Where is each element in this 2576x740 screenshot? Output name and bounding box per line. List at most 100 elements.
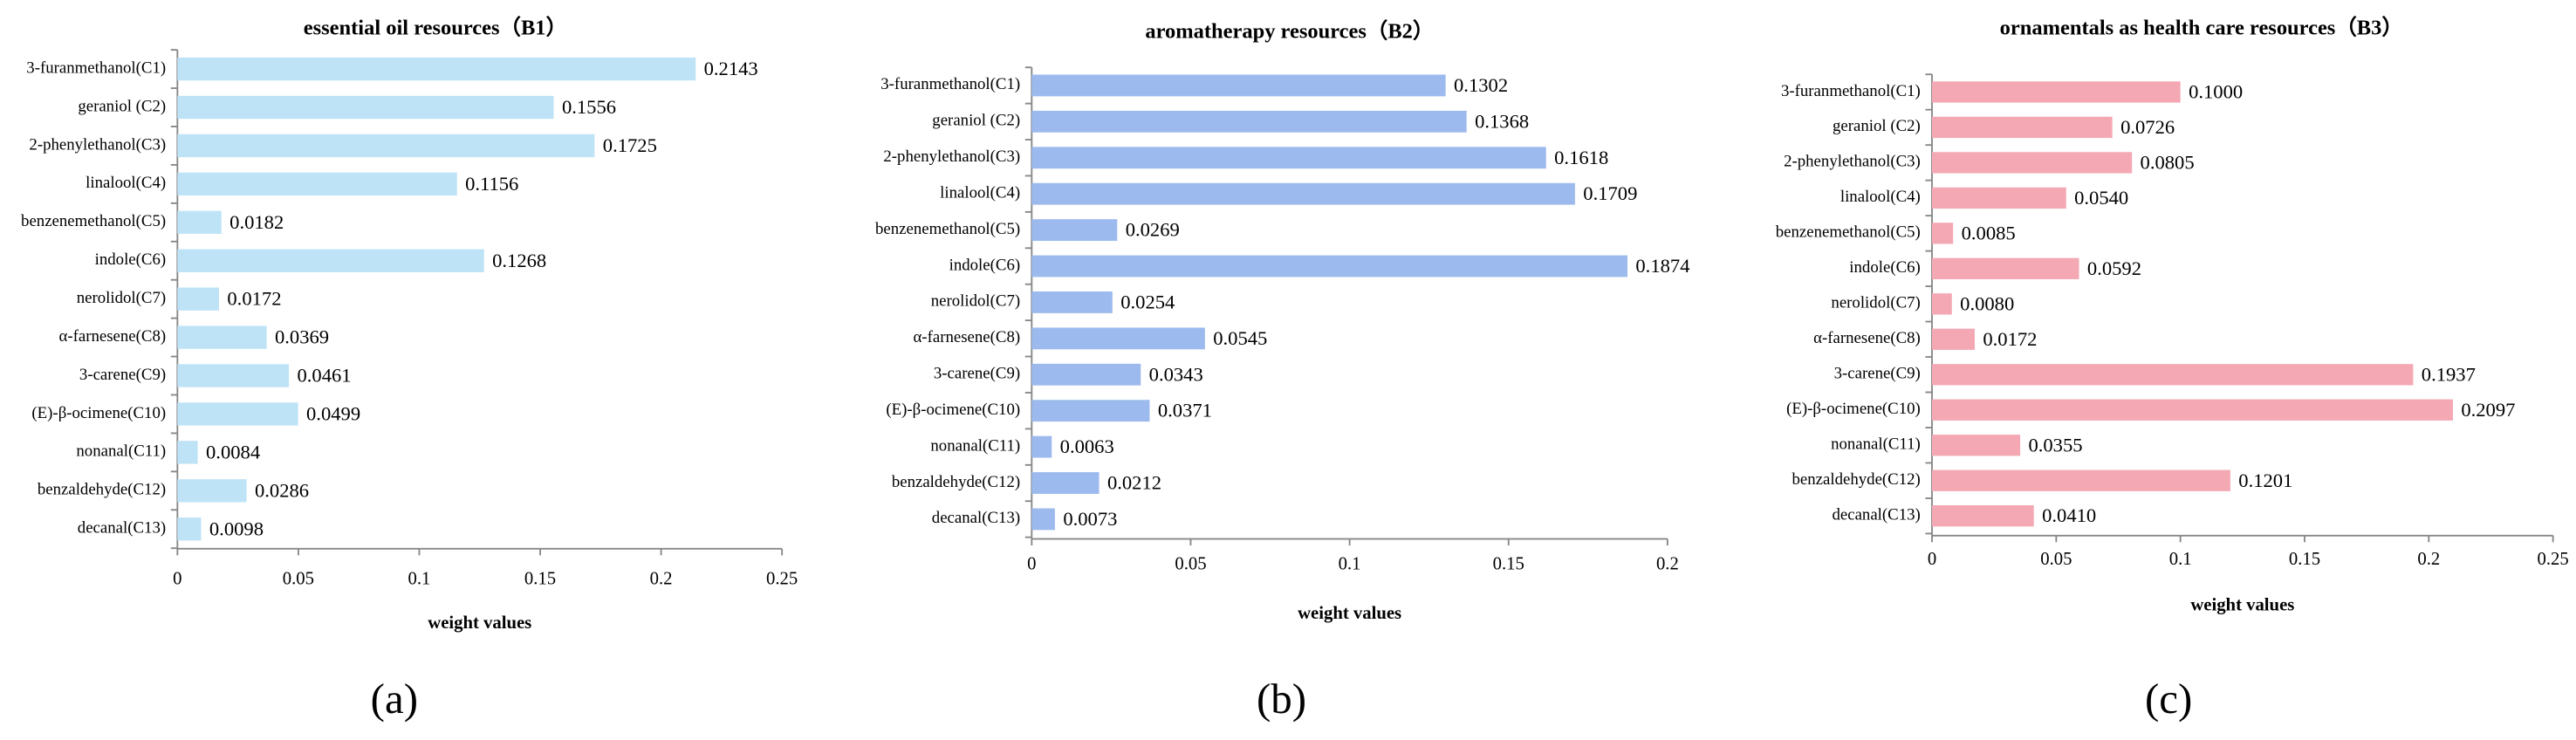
value-label: 0.2097 [2461,399,2515,421]
x-tick-label: 0.05 [283,569,314,588]
y-tick-label: geraniol (C2) [932,112,1020,130]
y-tick-label: 2-phenylethanol(C3) [29,135,166,154]
y-tick-label: geraniol (C2) [78,97,166,115]
y-tick-label: decanal(C13) [932,509,1020,527]
y-tick-label: benzaldehyde(C12) [38,481,166,499]
bar [177,287,219,311]
value-label: 0.0182 [230,211,284,233]
bar [1031,508,1055,531]
bar [1932,116,2113,139]
value-label: 0.0085 [1962,222,2016,243]
y-tick-label: nonanal(C11) [76,442,166,461]
y-tick-label: α-farnesene(C8) [1813,329,1921,347]
bar [1932,223,1954,244]
bar [1031,182,1575,205]
x-tick-label: 0.15 [524,569,556,588]
x-tick-label: 0.15 [1493,554,1524,573]
value-label: 0.0084 [206,441,260,462]
y-tick-label: nerolidol(C7) [931,292,1020,311]
value-label: 0.1156 [465,173,518,195]
x-tick-label: 0.05 [1175,554,1206,573]
y-tick-label: α-farnesene(C8) [58,327,166,346]
bar [1031,74,1446,97]
y-tick-label: nonanal(C11) [1831,435,1921,454]
y-tick-label: decanal(C13) [78,519,166,538]
value-label: 0.0726 [2120,116,2175,138]
value-label: 0.0212 [1107,472,1161,494]
value-label: 0.0499 [306,403,360,425]
x-axis-label: weight values [1298,604,1401,623]
y-tick-label: indole(C6) [1849,258,1921,277]
bar [1932,187,2066,209]
y-tick-label: linalool(C4) [1840,188,1921,206]
x-tick-label: 0.2 [650,569,673,588]
bar [1932,81,2181,103]
y-tick-label: 2-phenylethanol(C3) [1784,153,1921,171]
value-label: 0.0371 [1158,400,1212,421]
value-label: 0.0172 [227,288,281,310]
y-tick-label: nerolidol(C7) [1831,294,1920,312]
x-tick-label: 0.1 [2169,550,2192,569]
value-label: 0.1709 [1583,182,1637,204]
value-label: 0.0592 [2087,257,2141,279]
y-tick-label: linalool(C4) [86,174,166,192]
value-label: 0.0080 [1960,292,2014,314]
value-label: 0.0805 [2141,151,2195,173]
bar [1932,328,1975,350]
value-label: 0.1874 [1635,255,1689,277]
bar [1932,399,2453,421]
bar [1932,152,2133,174]
value-label: 0.0254 [1120,291,1175,313]
y-tick-label: 3-carene(C9) [934,365,1020,383]
value-label: 0.0269 [1126,219,1180,241]
bar [1031,435,1052,458]
value-label: 0.0343 [1149,363,1203,385]
value-label: 0.0286 [255,479,309,501]
y-tick-label: nerolidol(C7) [77,289,166,307]
y-tick-label: indole(C6) [95,250,167,269]
value-label: 0.1618 [1554,147,1608,168]
x-tick-label: 0.2 [1656,554,1679,573]
bar [1031,291,1113,313]
bar [1932,364,2414,386]
bar [177,249,484,272]
x-tick-label: 0.15 [2289,550,2320,569]
value-label: 0.1937 [2422,363,2476,385]
value-label: 0.1725 [603,134,657,156]
bar [177,479,247,503]
bar [1932,435,2021,456]
bar [177,172,457,196]
y-tick-label: 3-carene(C9) [79,366,166,384]
bar [177,402,298,426]
panel-label: (c) [2145,675,2192,723]
bar [1031,147,1546,169]
y-tick-label: (E)-β-ocimene(C10) [1786,400,1921,418]
value-label: 0.1000 [2189,81,2243,103]
bar [1031,472,1100,494]
x-tick-label: 0.2 [2417,550,2440,569]
x-tick-label: 0.1 [408,569,431,588]
panel-label: (a) [371,675,418,723]
bar [177,517,202,541]
x-tick-label: 0 [173,569,182,588]
panel-label: (b) [1257,675,1306,723]
y-tick-label: benzenemethanol(C5) [875,220,1020,238]
chart-title: essential oil resources（B1） [304,16,567,40]
x-tick-label: 0.25 [766,569,798,588]
value-label: 0.0355 [2028,434,2082,456]
y-tick-label: 3-furanmethanol(C1) [26,58,166,77]
value-label: 0.0545 [1213,327,1267,349]
y-tick-label: benzaldehyde(C12) [892,473,1020,491]
bar [1031,219,1118,242]
y-tick-label: (E)-β-ocimene(C10) [31,404,166,422]
bar [177,134,595,158]
x-tick-label: 0 [1027,554,1036,573]
x-axis-label: weight values [2190,595,2294,614]
value-label: 0.0098 [209,517,264,539]
y-tick-label: 2-phenylethanol(C3) [883,147,1020,166]
bar [1031,327,1205,350]
x-tick-label: 0.05 [2040,550,2072,569]
bar [177,441,198,464]
